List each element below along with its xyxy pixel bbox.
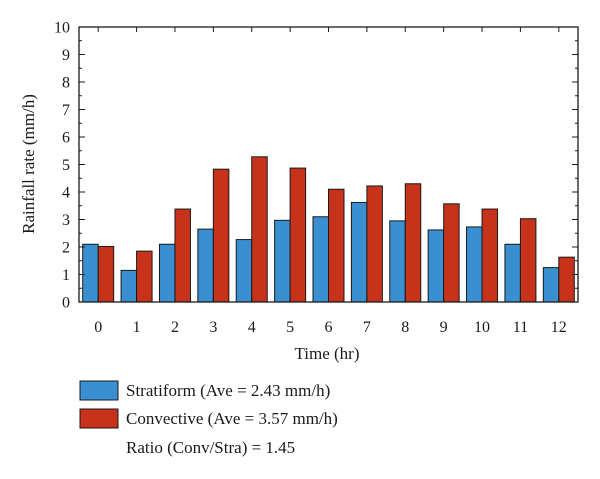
bar-convective-1 [136,250,153,303]
x-tick-label-10: 10 [474,319,490,336]
bar-convective-8 [404,183,422,303]
x-tick-label-7: 7 [363,319,371,336]
x-tick-label-9: 9 [440,319,448,336]
x-tick-label-1: 1 [133,319,141,336]
ratio-note: Ratio (Conv/Stra) = 1.45 [126,438,295,457]
x-tick-label-3: 3 [209,319,217,336]
bar-stratiform-9 [427,229,445,303]
y-tick-label-5: 5 [62,157,70,174]
bar-convective-2 [174,208,191,303]
y-tick-label-4: 4 [62,185,70,202]
x-tick-label-11: 11 [513,319,528,336]
legend-label-convective: Convective (Ave = 3.57 mm/h) [126,409,338,428]
plot-frame [78,26,579,303]
y-tick-label-2: 2 [62,240,70,257]
bar-stratiform-0 [82,243,99,303]
bar-stratiform-7 [350,201,368,303]
y-tick-label-7: 7 [62,102,70,119]
legend-swatch-convective [79,408,119,429]
x-tick-label-0: 0 [94,319,102,336]
x-tick-label-5: 5 [286,319,294,336]
y-tick-label-6: 6 [62,130,70,147]
x-tick-label-12: 12 [551,319,567,336]
legend: Stratiform (Ave = 2.43 mm/h) Convective … [79,380,338,457]
x-tick-label-4: 4 [248,319,256,336]
bar-convective-3 [212,168,230,303]
bar-stratiform-12 [542,267,560,303]
x-tick-label-6: 6 [325,319,333,336]
x-tick-label-2: 2 [171,319,179,336]
legend-label-stratiform: Stratiform (Ave = 2.43 mm/h) [126,381,330,400]
bar-convective-11 [519,218,537,303]
bar-convective-5 [289,167,307,303]
y-tick-label-8: 8 [62,75,70,92]
bar-stratiform-8 [389,220,406,303]
bar-stratiform-6 [312,216,329,303]
bar-stratiform-1 [120,269,138,303]
y-tick-label-9: 9 [62,47,70,64]
bar-convective-7 [366,185,383,303]
bar-stratiform-3 [197,228,214,303]
x-axis-title: Time (hr) [294,344,359,363]
bar-convective-9 [443,203,460,303]
y-tick-label-0: 0 [62,295,70,312]
y-tick-label-3: 3 [62,212,70,229]
bar-convective-0 [97,245,115,303]
bar-stratiform-2 [158,243,176,303]
bar-stratiform-4 [235,239,253,303]
y-tick-label-10: 10 [54,20,70,37]
bar-stratiform-5 [274,219,291,303]
bar-convective-12 [558,256,575,303]
bar-convective-6 [328,188,345,303]
legend-swatch-stratiform [79,380,119,401]
bar-stratiform-11 [504,243,521,303]
bar-convective-10 [481,208,499,303]
y-tick-label-1: 1 [62,267,70,284]
bar-stratiform-10 [466,226,483,303]
x-axis-ticks: 0 1 2 3 4 5 6 7 8 9 10 11 12 [94,27,567,336]
bar-convective-4 [251,156,268,303]
y-axis-title: Rainfall rate (mm/h) [19,94,38,234]
bars-group [82,156,575,303]
x-tick-label-8: 8 [401,319,409,336]
